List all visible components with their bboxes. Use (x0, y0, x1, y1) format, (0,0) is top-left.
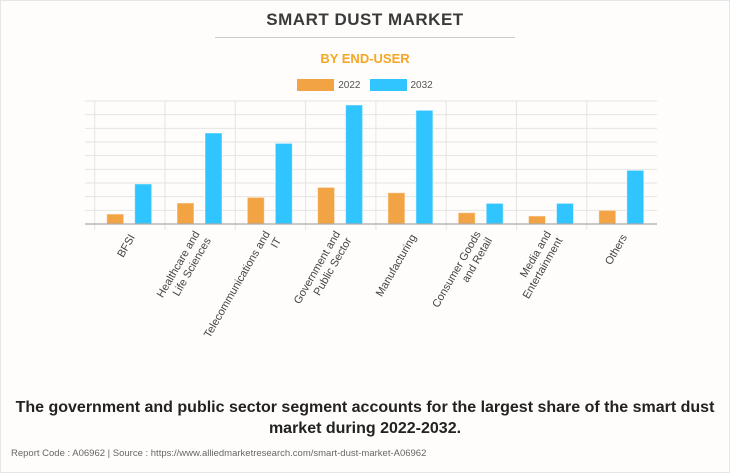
bar-2022-2 (176, 202, 195, 225)
legend-item-2022[interactable]: 2022 (297, 79, 361, 91)
bar-2032-8 (626, 169, 645, 225)
bar-2032-3 (274, 142, 293, 225)
bar-2032-2 (204, 132, 223, 225)
bar-2032-7 (556, 202, 574, 225)
caption-line-2: market during 2022-2032. (268, 420, 462, 437)
source-footer: Report Code : A06962 | Source : https://… (11, 448, 427, 459)
x-tick-label-1: BFSI (115, 233, 138, 260)
caption-line-1: The government and public sector segment… (15, 399, 715, 416)
bar-2022-6 (457, 212, 476, 225)
x-tick-label-5: Manufacturing (374, 233, 419, 299)
legend-label-2032: 2032 (410, 79, 433, 91)
x-tick-label-8: Others (603, 232, 630, 267)
bar-2032-6 (485, 202, 504, 225)
bar-2022-1 (106, 213, 125, 225)
legend-label-2022: 2022 (338, 79, 361, 91)
bar-2022-8 (598, 209, 617, 225)
chart-subtitle: BY END-USER (320, 51, 410, 66)
bar-2032-1 (134, 183, 153, 225)
x-tick-label-line: Manufacturing (374, 233, 419, 299)
bar-2022-7 (528, 215, 546, 225)
x-tick-label-line: Telecommunications and (202, 229, 273, 340)
legend: 2022 2032 (0, 79, 730, 91)
bar-2022-3 (246, 196, 265, 225)
chart-title: SMART DUST MARKET (266, 10, 464, 29)
chart-caption: The government and public sector segment… (0, 397, 730, 439)
bar-2032-5 (415, 109, 434, 225)
x-tick-label-line: Others (603, 232, 630, 267)
legend-swatch-2022 (297, 79, 335, 91)
bar-2022-4 (317, 186, 336, 225)
legend-item-2032[interactable]: 2032 (369, 79, 433, 91)
x-tick-label-line: BFSI (115, 233, 138, 260)
title-divider (215, 37, 515, 38)
legend-swatch-2032 (369, 79, 407, 91)
bar-2032-4 (345, 104, 364, 225)
bar-2022-5 (387, 192, 406, 225)
